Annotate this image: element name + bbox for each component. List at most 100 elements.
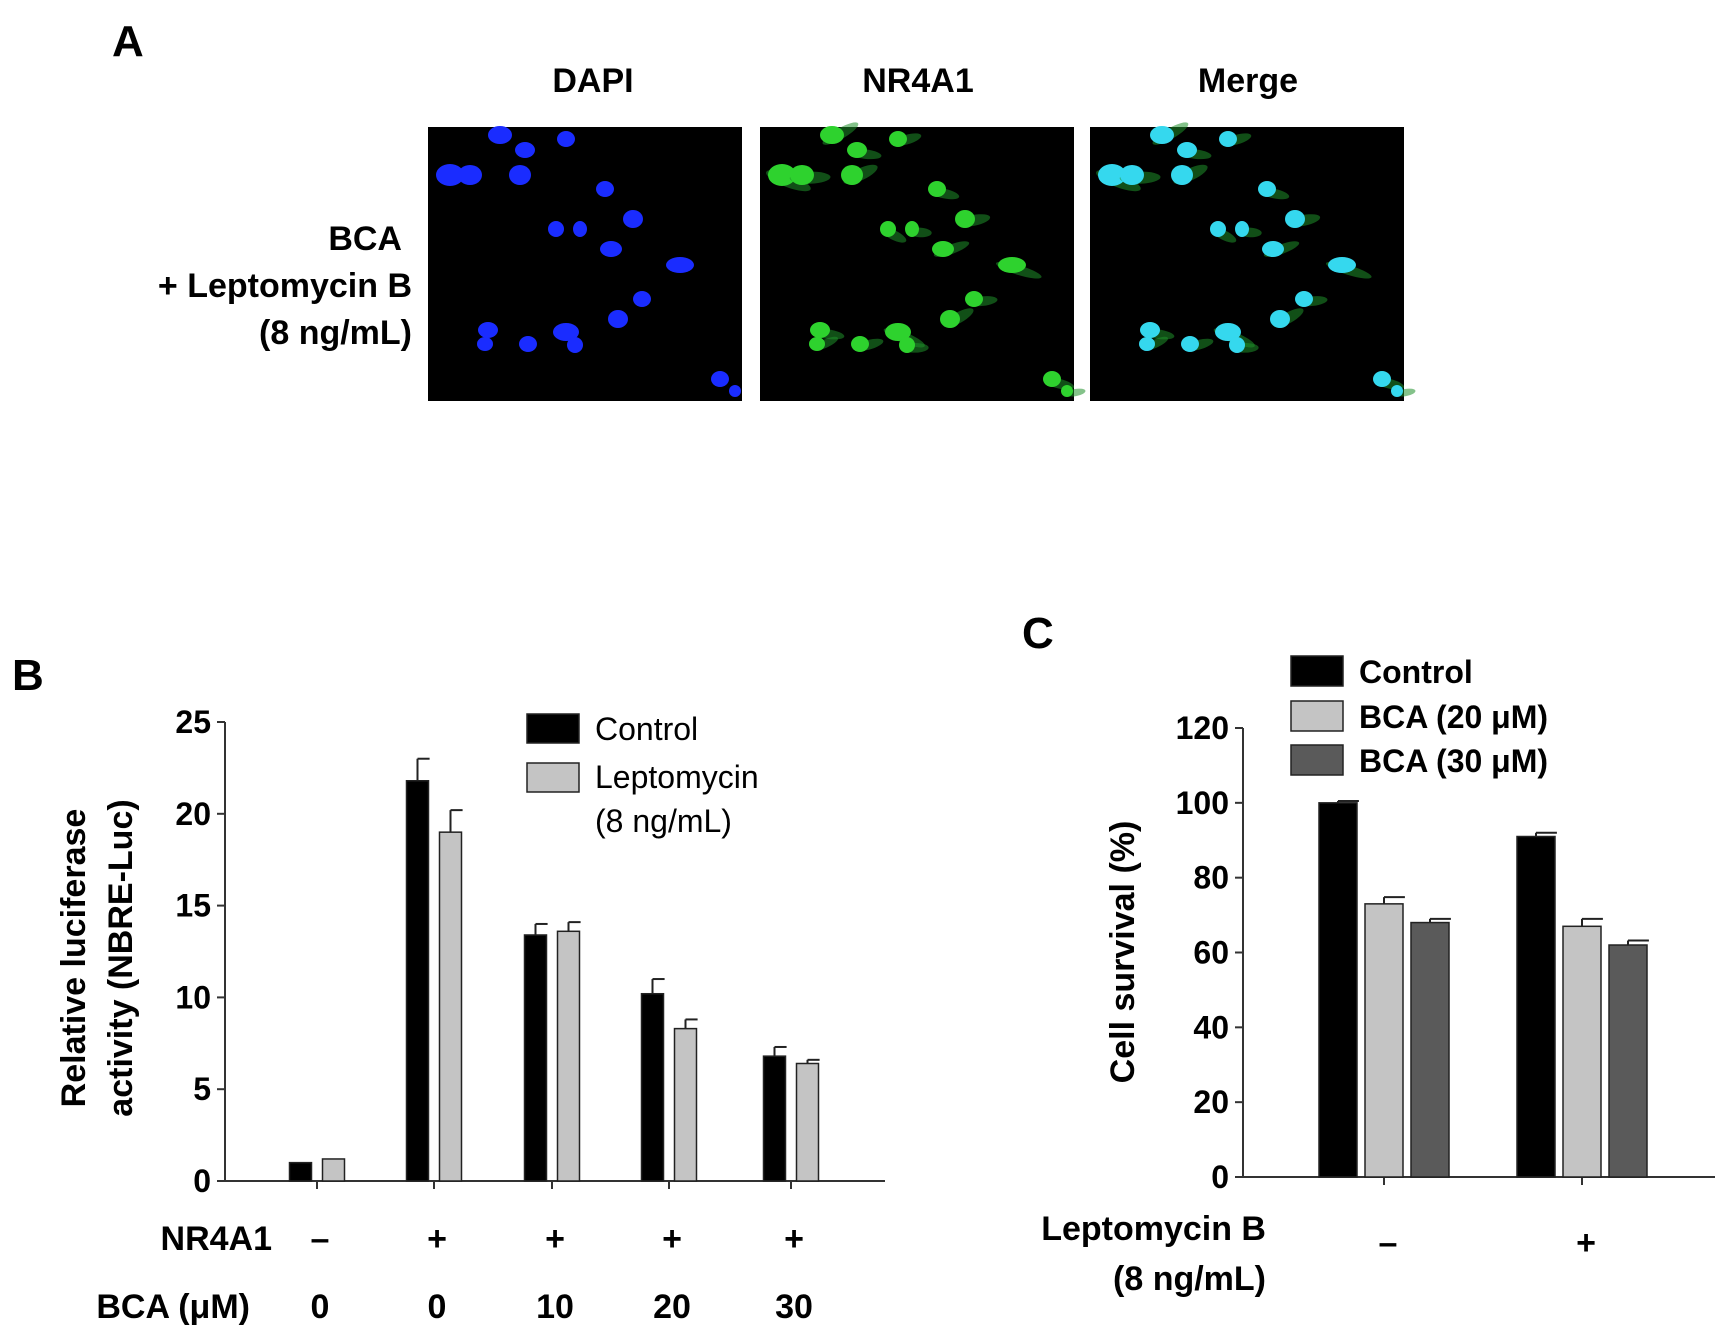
- micrograph-dapi: [428, 126, 742, 401]
- condition-value: –: [311, 1220, 330, 1258]
- bar: [1562, 925, 1602, 1178]
- category-label: +: [1576, 1224, 1596, 1262]
- cell-nucleus: [1210, 221, 1226, 237]
- cell-nucleus: [1140, 322, 1160, 338]
- cell-nucleus: [1328, 257, 1356, 273]
- cell-nucleus: [458, 165, 482, 185]
- legend-swatch: [1290, 744, 1344, 776]
- y-tick-label: 20: [1193, 1084, 1229, 1120]
- y-tick-label: 25: [175, 704, 211, 740]
- condition-value: +: [427, 1220, 447, 1258]
- chart-c: 0 20 40 60 80 100 120 Cell survival (%) – + Leptom…: [1041, 654, 1715, 1298]
- micrograph-nr4a1: [760, 122, 1086, 401]
- cell-nucleus: [928, 181, 946, 197]
- cell-nucleus: [880, 221, 896, 237]
- col-header-nr4a1: NR4A1: [862, 62, 973, 100]
- cell-nucleus: [666, 257, 694, 273]
- cell-nucleus: [729, 385, 741, 397]
- chart-b: 0 5 10 15 20 25 Relative luciferase activity (N…: [55, 704, 885, 1326]
- y-tick-label: 80: [1193, 860, 1229, 896]
- cell-nucleus: [519, 336, 537, 352]
- legend-label-leptomycin-line-1: Leptomycin: [595, 759, 759, 795]
- cell-nucleus: [841, 165, 863, 185]
- row-label-line-3: (8 ng/mL): [259, 314, 412, 352]
- bar: [1318, 802, 1358, 1178]
- cell-nucleus: [633, 291, 651, 307]
- bar: [288, 1161, 313, 1182]
- cell-nucleus: [899, 337, 915, 353]
- cell-nucleus: [851, 336, 869, 352]
- cell-nucleus: [478, 322, 498, 338]
- cell-nucleus: [1229, 337, 1245, 353]
- legend-label: BCA (30 μM): [1359, 743, 1548, 779]
- cell-nucleus: [600, 241, 622, 257]
- cell-nucleus: [905, 221, 919, 237]
- cell-nucleus: [1373, 371, 1391, 387]
- cell-nucleus: [509, 165, 531, 185]
- cell-nucleus: [998, 257, 1026, 273]
- cell-nucleus: [1043, 371, 1061, 387]
- condition-value: +: [662, 1220, 682, 1258]
- legend-swatch: [1290, 655, 1344, 687]
- cell-nucleus: [623, 210, 643, 228]
- condition-value: +: [545, 1220, 565, 1258]
- y-axis-label: Cell survival (%): [1104, 821, 1142, 1084]
- cell-nucleus: [1285, 210, 1305, 228]
- cell-nucleus: [1098, 164, 1126, 186]
- legend-swatch: [1290, 700, 1344, 732]
- y-tick-label: 10: [175, 979, 211, 1015]
- cell-nucleus: [932, 241, 954, 257]
- y-axis-label-line-2: activity (NBRE-Luc): [102, 799, 140, 1116]
- cell-nucleus: [1219, 131, 1237, 147]
- bar: [795, 1062, 820, 1182]
- bar: [1410, 921, 1450, 1178]
- cell-nucleus: [940, 310, 960, 328]
- bar: [673, 1027, 698, 1182]
- bar: [523, 934, 548, 1182]
- cell-nucleus: [1171, 165, 1193, 185]
- bar: [438, 831, 463, 1182]
- condition-value: 20: [653, 1288, 691, 1326]
- cell-nucleus: [1139, 337, 1155, 351]
- cell-nucleus: [1295, 291, 1313, 307]
- legend-label-leptomycin-line-2: (8 ng/mL): [595, 803, 732, 839]
- cell-nucleus: [810, 322, 830, 338]
- row-label-line-1: BCA: [328, 220, 402, 258]
- bar: [762, 1055, 787, 1182]
- cell-nucleus: [1391, 385, 1403, 397]
- micrograph-merge: [1090, 122, 1416, 401]
- y-tick-label: 60: [1193, 935, 1229, 971]
- y-tick-label: 5: [193, 1071, 211, 1107]
- cell-nucleus: [436, 164, 464, 186]
- legend-swatch-leptomycin: [526, 762, 580, 793]
- cell-nucleus: [1061, 385, 1073, 397]
- condition-label-line-1: Leptomycin B: [1041, 1210, 1266, 1248]
- panel-c-letter: C: [1022, 609, 1054, 658]
- condition-value: 0: [428, 1288, 447, 1326]
- bar: [640, 992, 665, 1182]
- condition-value: +: [784, 1220, 804, 1258]
- cell-nucleus: [1258, 181, 1276, 197]
- bar: [1364, 903, 1404, 1178]
- y-tick-label: 120: [1176, 710, 1229, 746]
- cell-nucleus: [567, 337, 583, 353]
- col-header-dapi: DAPI: [552, 62, 633, 100]
- cell-nucleus: [965, 291, 983, 307]
- panel-b-letter: B: [12, 651, 44, 700]
- bar: [1516, 835, 1556, 1178]
- row-label-line-2: + Leptomycin B: [158, 267, 412, 305]
- cell-nucleus: [711, 371, 729, 387]
- cell-nucleus: [889, 131, 907, 147]
- cell-nucleus: [1215, 323, 1241, 341]
- condition-value: 30: [775, 1288, 813, 1326]
- y-tick-label: 0: [193, 1163, 211, 1199]
- condition-label-line-2: (8 ng/mL): [1113, 1260, 1266, 1298]
- y-tick-label: 15: [175, 888, 211, 924]
- cell-nucleus: [608, 310, 628, 328]
- cell-nucleus: [557, 131, 575, 147]
- bar: [321, 1158, 346, 1182]
- cell-nucleus: [1262, 241, 1284, 257]
- bar: [405, 780, 430, 1182]
- cell-nucleus: [548, 221, 564, 237]
- condition-value: 0: [311, 1288, 330, 1326]
